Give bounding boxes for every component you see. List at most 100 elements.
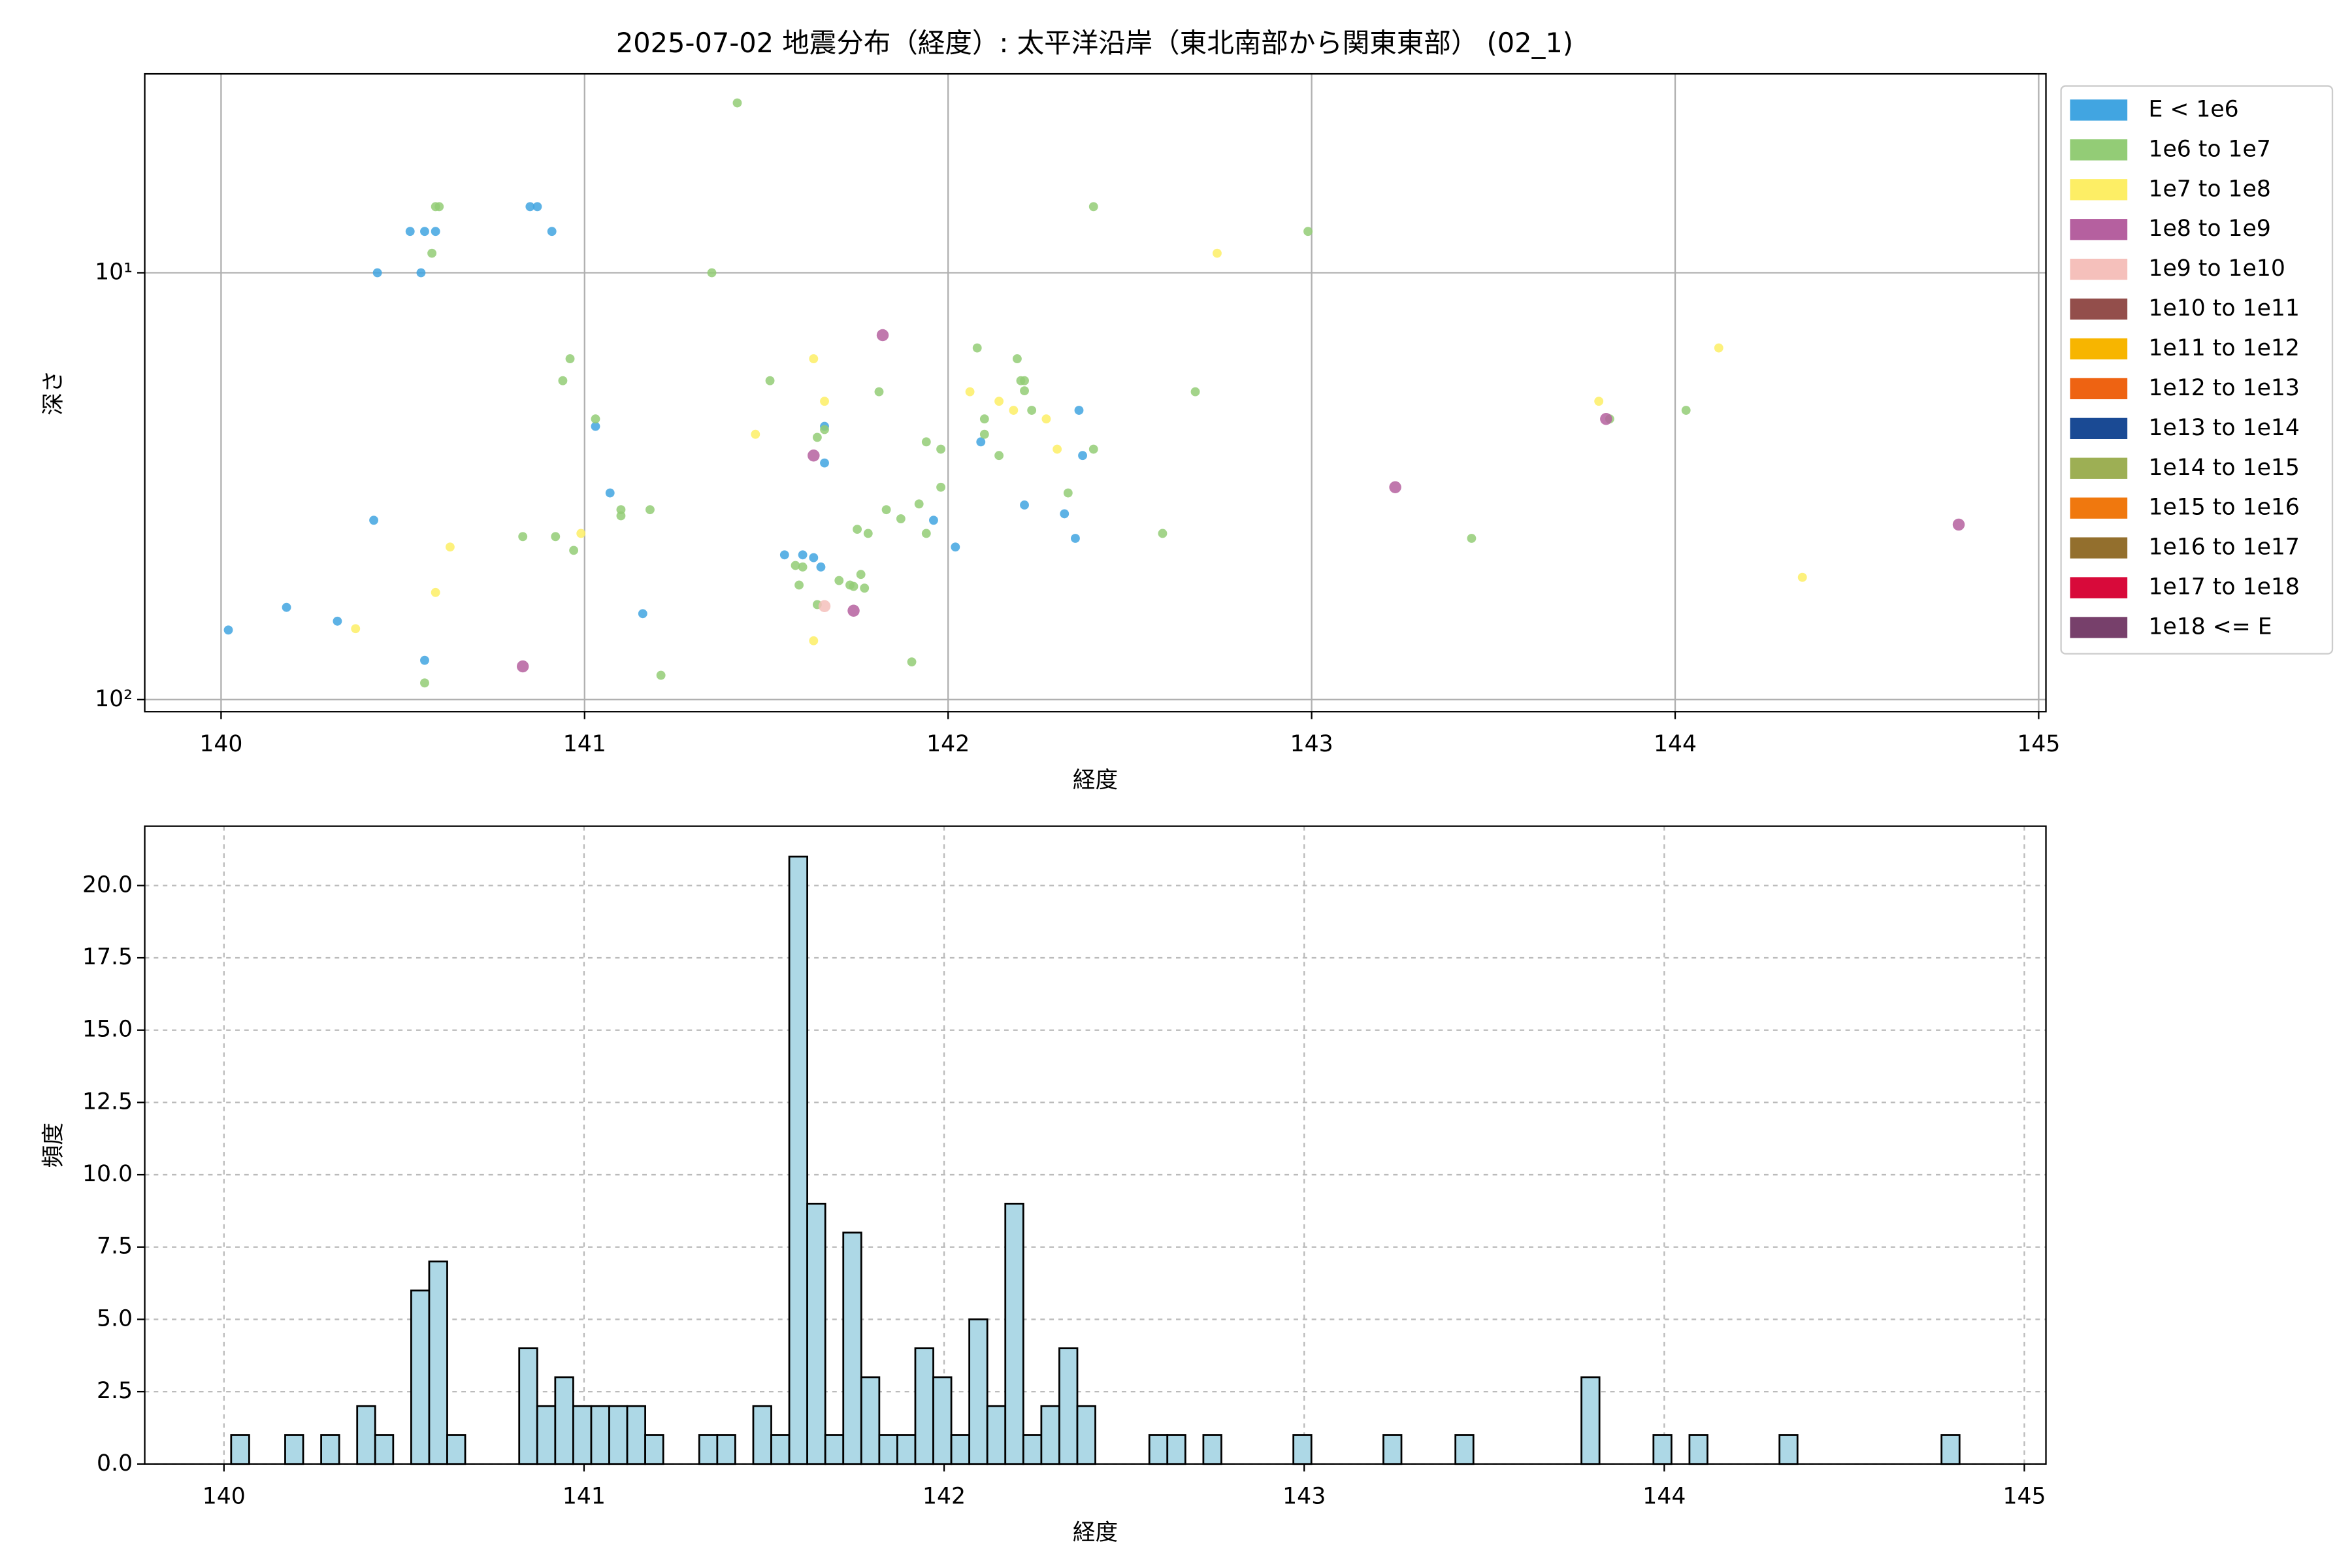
bar <box>932 1376 953 1465</box>
point <box>431 227 440 237</box>
legend-label: 1e10 to 1e11 <box>2148 295 2299 321</box>
point <box>532 202 542 212</box>
point <box>1020 386 1029 396</box>
point <box>420 227 429 237</box>
x-tick-label: 141 <box>563 731 606 757</box>
bar <box>1778 1434 1799 1465</box>
legend-box <box>2060 85 2334 655</box>
y-tick-label: 7.5 <box>97 1233 133 1260</box>
bar <box>824 1434 845 1465</box>
point <box>951 542 960 552</box>
point <box>856 570 866 580</box>
legend-swatch <box>2070 457 2128 479</box>
bar <box>896 1434 917 1465</box>
legend-label: 1e15 to 1e16 <box>2148 495 2299 521</box>
bar <box>284 1434 304 1465</box>
legend-label: 1e14 to 1e15 <box>2148 455 2299 481</box>
legend-label: 1e6 to 1e7 <box>2148 136 2270 162</box>
point <box>405 227 415 237</box>
point <box>791 561 800 570</box>
legend-swatch <box>2070 617 2128 638</box>
point <box>1020 376 1029 385</box>
point <box>616 511 626 521</box>
bar <box>230 1434 250 1465</box>
point <box>1594 397 1604 406</box>
point <box>576 529 586 538</box>
legend-label: 1e16 to 1e17 <box>2148 534 2299 561</box>
legend-label: 1e11 to 1e12 <box>2148 335 2299 361</box>
point <box>1088 202 1098 212</box>
bar <box>1040 1405 1060 1465</box>
x-tick-label: 144 <box>1642 1484 1686 1510</box>
point <box>1190 387 1200 397</box>
legend-label: 1e18 <= E <box>2148 613 2272 640</box>
x-tick-label: 142 <box>926 731 970 757</box>
bar <box>914 1347 934 1465</box>
legend-swatch <box>2070 577 2128 598</box>
point <box>779 550 789 560</box>
x-tick-label: 140 <box>199 731 242 757</box>
point <box>936 444 945 454</box>
bar <box>590 1405 610 1465</box>
y-tick-label: 17.5 <box>82 944 133 970</box>
bar <box>968 1318 988 1465</box>
x-tick-label: 145 <box>2017 731 2060 757</box>
point <box>816 562 826 572</box>
bar <box>1022 1434 1043 1465</box>
point <box>1020 500 1029 510</box>
point <box>820 458 829 468</box>
point <box>569 546 579 555</box>
bar <box>1292 1434 1313 1465</box>
legend-swatch <box>2070 179 2128 201</box>
bar <box>1940 1434 1961 1465</box>
bar <box>1004 1202 1024 1465</box>
y-tick-label: 10¹ <box>95 259 133 286</box>
plot-frame <box>144 825 2047 1465</box>
point <box>751 429 760 439</box>
bar <box>572 1405 593 1465</box>
bar <box>374 1434 395 1465</box>
x-tick-label: 140 <box>203 1484 246 1510</box>
y-tick-label: 10² <box>95 686 133 712</box>
point <box>431 587 440 597</box>
point <box>863 529 873 538</box>
bar <box>698 1434 719 1465</box>
y-axis-label: 深さ <box>41 370 67 416</box>
y-tick-label: 10.0 <box>82 1161 133 1187</box>
point <box>1012 354 1022 364</box>
point <box>812 433 822 442</box>
chart-title: 2025-07-02 地震分布（経度）: 太平洋沿岸（東北南部から関東東部） (… <box>616 27 1573 59</box>
point <box>333 616 342 626</box>
point <box>1158 529 1168 538</box>
point <box>874 387 884 397</box>
point <box>565 354 575 364</box>
bar <box>554 1376 574 1465</box>
bar <box>518 1347 538 1465</box>
bar <box>1454 1434 1475 1465</box>
bar <box>1652 1434 1673 1465</box>
legend-swatch <box>2070 338 2128 360</box>
point <box>936 482 945 492</box>
bar <box>860 1376 881 1465</box>
point <box>965 387 975 397</box>
y-tick-label: 12.5 <box>82 1088 133 1115</box>
point <box>818 600 831 613</box>
legend-swatch <box>2070 259 2128 280</box>
point <box>732 98 742 108</box>
point <box>921 529 931 538</box>
bar <box>752 1405 772 1465</box>
x-axis-label: 経度 <box>1073 1520 1118 1546</box>
legend-swatch <box>2070 378 2128 400</box>
point <box>849 581 858 591</box>
point <box>809 354 819 364</box>
bar <box>1148 1434 1169 1465</box>
point <box>994 397 1004 406</box>
point <box>1078 451 1087 461</box>
bar <box>356 1405 376 1465</box>
bar <box>1580 1376 1601 1465</box>
point <box>645 505 655 515</box>
point <box>820 425 829 434</box>
point <box>369 515 378 525</box>
